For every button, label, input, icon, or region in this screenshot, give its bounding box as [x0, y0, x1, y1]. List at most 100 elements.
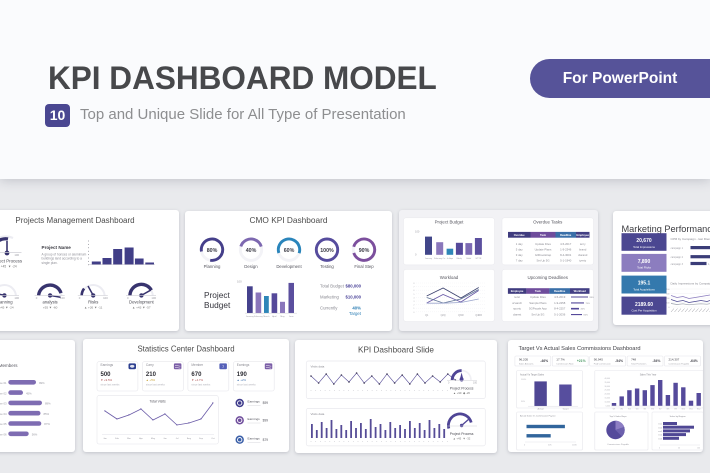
- svg-text:Mar: Mar: [127, 437, 131, 440]
- svg-text:Project: Project: [204, 290, 231, 300]
- svg-text:sporty: sporty: [513, 307, 521, 311]
- svg-text:$10,000: $10,000: [345, 295, 361, 300]
- svg-text:March: March: [263, 315, 270, 318]
- svg-text:Final Step: Final Step: [354, 264, 374, 269]
- svg-text:87%: 87%: [44, 422, 50, 426]
- svg-text:1-9-2346: 1-9-2346: [560, 248, 572, 252]
- svg-text:name 06: name 06: [0, 433, 7, 437]
- svg-text:8-4-3001: 8-4-3001: [560, 253, 572, 257]
- svg-text:Update Files: Update Files: [535, 242, 551, 246]
- svg-text:analysis: analysis: [43, 300, 58, 305]
- svg-text:100K: 100K: [572, 445, 577, 447]
- svg-text:7 day: 7 day: [516, 259, 523, 263]
- svg-text:0: 0: [668, 307, 670, 309]
- svg-text:75%: 75%: [586, 303, 590, 305]
- svg-text:Earnings: Earnings: [248, 417, 261, 421]
- svg-text:50K: 50K: [548, 445, 552, 447]
- svg-text:Update Plans: Update Plans: [535, 248, 552, 252]
- svg-text:GIFbootstrap: GIFbootstrap: [535, 253, 552, 257]
- svg-text:0: 0: [413, 312, 415, 314]
- svg-text:W1: W1: [613, 408, 616, 410]
- svg-text:0: 0: [36, 296, 38, 300]
- svg-text:Update Files: Update Files: [530, 295, 546, 299]
- svg-text:20,670: 20,670: [636, 238, 652, 244]
- svg-text:Employee: Employee: [511, 289, 524, 293]
- svg-text:100%: 100%: [320, 248, 334, 254]
- svg-text:-64%: -64%: [690, 359, 698, 363]
- svg-text:Project Process: Project Process: [450, 387, 474, 391]
- svg-text:100: 100: [151, 296, 156, 300]
- svg-text:Design: Design: [244, 264, 258, 269]
- svg-text:100: 100: [473, 382, 478, 385]
- svg-text:+21%: +21%: [577, 359, 586, 363]
- svg-text:W5: W5: [643, 408, 646, 410]
- svg-text:Top 5 Sales Reps: Top 5 Sales Reps: [609, 416, 627, 418]
- svg-text:WTTR: WTTR: [476, 258, 482, 260]
- svg-text:400: 400: [666, 289, 670, 291]
- svg-text:▲ +45 ▼ -32: ▲ +45 ▼ -32: [453, 437, 471, 441]
- svg-text:terry: terry: [580, 242, 586, 246]
- svg-text:5: 5: [413, 294, 415, 296]
- svg-text:Jun: Jun: [163, 438, 167, 440]
- svg-text:25,000: 25,000: [605, 390, 611, 392]
- svg-text:90,945: 90,945: [594, 357, 604, 361]
- svg-text:Deadline: Deadline: [560, 233, 572, 237]
- svg-text:name 03: name 03: [0, 402, 7, 406]
- svg-text:Statistics Center Dashboard: Statistics Center Dashboard: [137, 345, 234, 354]
- svg-text:99%: 99%: [590, 297, 594, 299]
- svg-text:100: 100: [415, 230, 420, 234]
- svg-text:Set Up 5G: Set Up 5G: [536, 259, 549, 263]
- svg-text:W2: W2: [620, 408, 623, 410]
- svg-text:Target: Target: [349, 311, 362, 316]
- svg-text:Testing: Testing: [320, 264, 334, 269]
- svg-text:Upcoming Deadlines: Upcoming Deadlines: [527, 275, 568, 280]
- svg-text:748: 748: [631, 357, 636, 361]
- svg-text:clarest: clarest: [513, 313, 521, 317]
- svg-text:-46%: -46%: [540, 359, 548, 363]
- svg-text:500: 500: [101, 372, 112, 378]
- svg-text:since last weeks: since last weeks: [237, 382, 257, 386]
- svg-text:terst: terst: [514, 295, 520, 299]
- svg-text:Commission Payable: Commission Payable: [669, 363, 690, 365]
- svg-text:96,205: 96,205: [519, 357, 529, 361]
- svg-text:Target Vs Actual Sales Commiss: Target Vs Actual Sales Commissions Dashb…: [519, 346, 641, 352]
- svg-text:since last weeks: since last weeks: [101, 382, 121, 386]
- svg-text:campaign 1: campaign 1: [671, 247, 684, 250]
- svg-text:1: 1: [413, 308, 415, 310]
- svg-text:Workload: Workload: [440, 275, 459, 280]
- svg-text:Visits data: Visits data: [311, 365, 325, 369]
- svg-text:7: 7: [222, 365, 224, 369]
- svg-text:nm4: nm4: [658, 435, 663, 437]
- svg-text:A group of honses or aluminium: A group of honses or aluminium: [42, 253, 87, 257]
- svg-text:Task: Task: [540, 233, 546, 237]
- svg-text:1-9-2258: 1-9-2258: [554, 301, 566, 305]
- svg-text:Visits data: Visits data: [311, 412, 325, 416]
- svg-text:Commission Rate: Commission Rate: [556, 362, 574, 365]
- svg-text:Project Process: Project Process: [450, 432, 474, 436]
- svg-text:Commissions Payable: Commissions Payable: [607, 444, 629, 446]
- svg-text:17.7%: 17.7%: [556, 357, 565, 361]
- svg-text:85%: 85%: [44, 412, 50, 416]
- svg-text:name 02: name 02: [0, 391, 7, 395]
- svg-text:Marketing: Marketing: [320, 295, 339, 300]
- svg-text:▲ +26 ▼ -11: ▲ +26 ▼ -11: [84, 305, 102, 309]
- svg-text:May: May: [280, 316, 285, 318]
- svg-text:4-5-2019: 4-5-2019: [554, 295, 566, 299]
- svg-text:100: 100: [60, 296, 65, 300]
- svg-text:Feb: Feb: [115, 438, 120, 440]
- svg-text:190: 190: [237, 372, 248, 378]
- svg-text:April: April: [272, 315, 277, 318]
- svg-text:Planning: Planning: [0, 300, 13, 305]
- svg-text:name 01: name 01: [0, 381, 7, 385]
- svg-text:Sales by Region: Sales by Region: [670, 416, 687, 418]
- svg-text:5GPscale App: 5GPscale App: [529, 307, 547, 311]
- svg-text:1 day: 1 day: [516, 242, 523, 246]
- svg-text:100: 100: [103, 296, 108, 300]
- svg-text:$79: $79: [263, 438, 269, 442]
- svg-text:Je Aqw: Je Aqw: [447, 257, 454, 260]
- svg-text:urvanch: urvanch: [512, 301, 522, 305]
- svg-text:February: February: [254, 315, 264, 318]
- svg-text:Oct: Oct: [211, 437, 215, 440]
- svg-text:Total Impressions: Total Impressions: [633, 245, 655, 249]
- svg-text:3 day: 3 day: [516, 253, 523, 257]
